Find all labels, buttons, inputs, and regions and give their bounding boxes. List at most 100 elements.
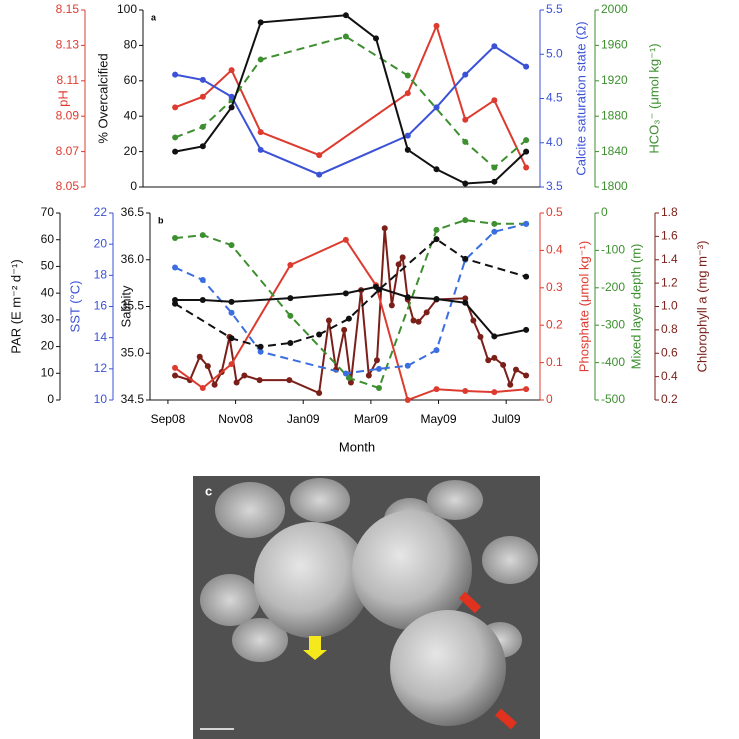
y-tick-label: 10	[41, 365, 55, 379]
data-point	[433, 236, 440, 243]
y-tick-label: 40	[124, 108, 138, 122]
data-point	[172, 134, 179, 141]
data-point	[404, 72, 411, 79]
y-tick-label: 100	[117, 2, 137, 16]
data-point	[404, 146, 411, 153]
data-point	[404, 397, 411, 403]
data-point	[316, 152, 323, 159]
data-point	[287, 295, 294, 302]
data-point	[462, 116, 469, 123]
y-tick-label: 3.5	[546, 179, 563, 193]
y-tick-label: 1.2	[661, 275, 678, 289]
data-point	[433, 226, 440, 233]
y-tick-label: 1840	[601, 144, 628, 158]
data-point	[172, 235, 179, 242]
data-point	[287, 339, 294, 346]
data-point	[523, 148, 530, 155]
x-tick-label: May09	[421, 412, 457, 426]
data-point	[347, 379, 354, 386]
y-tick-label: 40	[41, 285, 55, 299]
y-axis-title: HCO₃⁻ (μmol kg⁻¹)	[646, 43, 661, 153]
data-point	[462, 138, 469, 145]
data-point	[199, 277, 206, 284]
y-tick-label: 0.4	[661, 369, 678, 383]
y-tick-label: 22	[94, 205, 108, 219]
y-axis-title: Chlorophyll a (mg m⁻³)	[694, 241, 709, 373]
y-axis-title: Mixed layer depth (m)	[628, 244, 643, 370]
data-point	[381, 225, 388, 232]
data-point	[410, 317, 417, 324]
y-tick-label: 2000	[601, 2, 628, 16]
y-tick-label: 60	[41, 232, 55, 246]
coccolith	[482, 536, 538, 584]
data-point	[199, 93, 206, 100]
micrograph: c	[193, 476, 540, 739]
y-tick-label: 0	[47, 392, 54, 406]
coccolith	[232, 618, 288, 662]
y-tick-label: 36.0	[121, 252, 145, 266]
data-point	[491, 389, 498, 396]
data-point	[372, 35, 379, 42]
data-point	[172, 296, 179, 303]
data-point	[523, 220, 530, 227]
data-point	[388, 302, 395, 309]
y-tick-label: 10	[94, 392, 108, 406]
data-point	[228, 361, 235, 368]
x-tick-label: Nov08	[218, 412, 253, 426]
data-point	[172, 71, 179, 78]
data-point	[523, 372, 530, 379]
data-point	[404, 362, 411, 369]
y-tick-label: 35.0	[121, 345, 145, 359]
data-point	[462, 255, 469, 262]
data-point	[462, 299, 469, 306]
data-point	[172, 148, 179, 155]
data-point	[256, 377, 263, 384]
data-point	[228, 67, 235, 74]
data-point	[342, 370, 349, 377]
data-point	[477, 333, 484, 340]
data-point	[433, 104, 440, 111]
series-line	[174, 219, 527, 390]
panel-label: c	[205, 483, 212, 498]
y-tick-label: 30	[41, 312, 55, 326]
y-tick-label: -200	[601, 280, 625, 294]
data-point	[433, 22, 440, 29]
data-point	[228, 242, 235, 249]
data-point	[316, 389, 323, 396]
y-tick-label: 18	[94, 268, 108, 282]
coccosphere	[254, 522, 370, 638]
y-tick-label: 1960	[601, 38, 628, 52]
data-point	[204, 363, 211, 370]
data-point	[512, 366, 519, 373]
data-point	[491, 333, 498, 340]
data-point	[257, 146, 264, 153]
data-point	[196, 353, 203, 360]
data-point	[199, 76, 206, 83]
data-point	[462, 295, 469, 302]
y-tick-label: 1920	[601, 73, 628, 87]
y-tick-label: 0.2	[661, 392, 678, 406]
data-point	[199, 232, 206, 239]
data-point	[172, 364, 179, 371]
y-tick-label: 4.5	[546, 91, 563, 105]
y-axis-title: Calcite saturation state (Ω)	[573, 21, 588, 175]
data-point	[491, 43, 498, 50]
y-tick-label: 0.4	[546, 243, 563, 257]
data-point	[228, 104, 235, 111]
y-tick-label: 0.1	[546, 355, 563, 369]
coccosphere	[352, 510, 472, 630]
y-tick-label: 80	[124, 38, 138, 52]
y-tick-label: 5.5	[546, 2, 563, 16]
data-point	[462, 217, 469, 224]
x-tick-label: Sep08	[151, 412, 186, 426]
y-tick-label: 14	[94, 330, 108, 344]
data-point	[375, 365, 382, 372]
y-tick-label: 20	[94, 236, 108, 250]
data-point	[372, 283, 379, 290]
data-point	[199, 296, 206, 303]
x-tick-label: Jul09	[492, 412, 521, 426]
data-point	[211, 381, 218, 388]
data-point	[433, 347, 440, 354]
series-line	[174, 35, 527, 169]
data-point	[491, 97, 498, 104]
